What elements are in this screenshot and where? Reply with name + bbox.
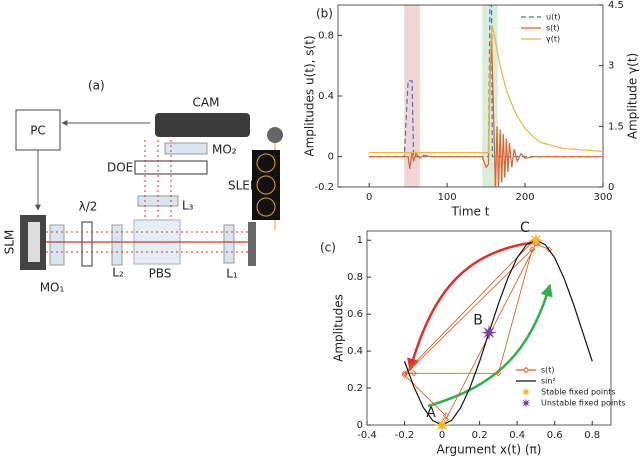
legend-label: u(t) — [546, 13, 560, 22]
legend-label: s(t) — [546, 24, 560, 33]
waveplate — [81, 221, 93, 267]
x-tick-label: 300 — [593, 192, 612, 203]
x-tick-label: 0.2 — [472, 430, 488, 441]
point-label: B — [473, 313, 483, 329]
objective — [164, 142, 208, 155]
y2-tick-label: 3 — [608, 61, 614, 72]
data-point — [442, 412, 449, 419]
setup-diagram: (a) PC CAM MO₂ DOE L₃ SLED SLM λ/2 MO₁ L… — [3, 79, 283, 295]
y-tick-label: -0.2 — [314, 182, 334, 193]
legend-swatch — [522, 366, 530, 374]
y-tick-label: 1 — [357, 235, 363, 246]
data-point — [545, 246, 553, 253]
x-axis-label: Argument x(t) (π) — [437, 443, 542, 457]
panel-label: (a) — [88, 79, 105, 93]
series-line — [369, 5, 603, 158]
legend-swatch — [521, 398, 531, 408]
legend-label: Stable fixed points — [541, 388, 616, 397]
data-point — [495, 370, 502, 377]
y-tick-label: 0 — [328, 152, 334, 163]
label: SLED — [228, 179, 259, 193]
y2-tick-label: 1.5 — [608, 121, 624, 132]
panel-label: (c) — [320, 241, 336, 255]
arrow — [407, 240, 539, 372]
y-tick-label: 0.4 — [318, 91, 334, 102]
x-axis-label: Time t — [451, 205, 490, 219]
label: DOE — [107, 161, 133, 175]
legend-label: Unstable fixed points — [541, 399, 626, 408]
arrow — [427, 283, 553, 408]
x-tick-label: 200 — [516, 192, 535, 203]
y-tick-label: 0.2 — [347, 383, 363, 394]
y-tick-label: 0.4 — [347, 346, 363, 357]
panel-label: (b) — [316, 7, 333, 21]
plot-frame — [366, 230, 612, 426]
camera — [155, 113, 250, 137]
legend-label: γ(t) — [546, 35, 560, 44]
data-point — [410, 370, 417, 377]
series-line — [369, 38, 603, 187]
x-tick-label: -0.4 — [357, 430, 377, 441]
x-tick-label: 0 — [439, 430, 445, 441]
label: PBS — [149, 267, 172, 281]
y-tick-label: 0.8 — [347, 272, 363, 283]
point-label: C — [520, 220, 530, 236]
mirror — [248, 222, 256, 266]
label: L₁ — [226, 267, 238, 281]
x-tick-label: 0.4 — [509, 430, 525, 441]
fiber-coil — [252, 150, 280, 220]
data-point — [401, 370, 408, 377]
label: L₂ — [112, 266, 124, 280]
sled — [267, 127, 283, 143]
y-tick-label: 0.6 — [347, 309, 363, 320]
fixed-point — [481, 324, 497, 341]
label: SLM — [3, 230, 17, 255]
doe — [134, 160, 208, 175]
legend-label: s(t) — [541, 366, 555, 375]
x-tick-label: 0 — [366, 192, 372, 203]
y-axis-label: Amplitudes — [332, 294, 346, 362]
lens — [223, 224, 235, 264]
label: MO₂ — [212, 143, 237, 157]
label: L₃ — [182, 199, 194, 213]
y2-tick-label: 4.5 — [608, 0, 624, 11]
y-tick-label: 0.8 — [318, 30, 334, 41]
y-tick-label: 0 — [357, 420, 363, 431]
lens — [111, 224, 123, 266]
slm-screen — [28, 222, 40, 262]
fixed-point — [434, 417, 451, 433]
legend-label: sin² — [541, 377, 556, 386]
series-line — [403, 239, 593, 425]
plot-frame — [337, 4, 604, 188]
legend-swatch — [521, 387, 531, 397]
label: MO₁ — [40, 281, 65, 295]
x-tick-label: 0.8 — [584, 430, 600, 441]
label: PC — [30, 124, 46, 138]
data-point — [529, 246, 536, 253]
label: CAM — [193, 96, 220, 110]
label: λ/2 — [79, 200, 98, 214]
fixed-point — [527, 232, 544, 249]
x-tick-label: -0.2 — [395, 430, 415, 441]
y-axis-label: Amplitudes u(t), s(t) — [303, 35, 317, 156]
y2-axis-label: Amplitude γ(t) — [626, 53, 640, 139]
data-point — [401, 372, 408, 379]
beam-up — [144, 140, 172, 235]
point-label: A — [426, 405, 436, 421]
objective — [49, 224, 65, 266]
y2-tick-label: 0 — [608, 182, 614, 193]
pc-box — [15, 109, 61, 151]
x-tick-label: 100 — [438, 192, 457, 203]
series-line — [369, 25, 603, 154]
x-tick-label: 0.6 — [547, 430, 563, 441]
